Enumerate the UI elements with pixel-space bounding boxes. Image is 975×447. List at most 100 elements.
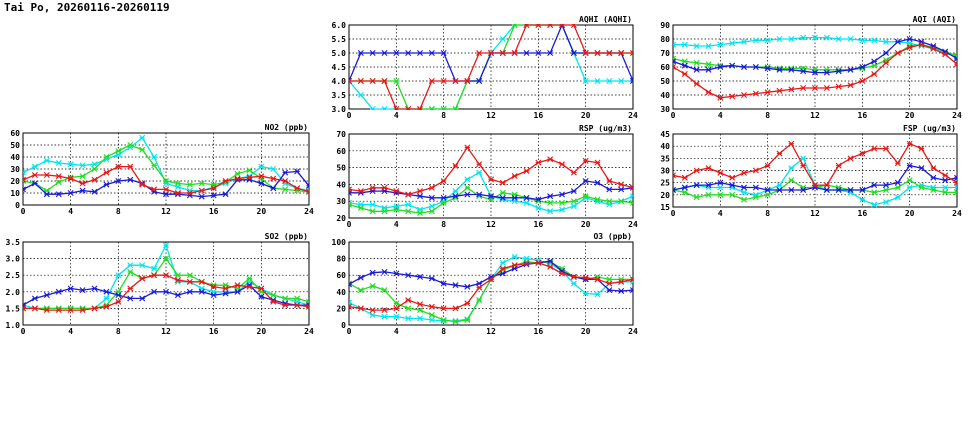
data-point-red [440, 78, 447, 84]
y-tick-label: 70 [336, 130, 346, 139]
data-point-red [349, 303, 352, 310]
data-point-cyan [499, 36, 506, 42]
x-tick-label: 4 [68, 207, 73, 216]
y-tick-label: 1.0 [6, 321, 21, 330]
data-point-cyan [717, 41, 724, 48]
data-point-blue [43, 292, 50, 299]
data-point-red [693, 80, 700, 87]
data-point-red [440, 178, 447, 185]
data-point-blue [618, 186, 625, 193]
data-point-blue [294, 168, 301, 175]
data-point-blue [693, 182, 700, 189]
data-point-cyan [776, 182, 783, 189]
data-point-red [127, 163, 134, 170]
data-point-blue [942, 177, 949, 184]
data-point-blue [764, 186, 771, 193]
x-tick-label: 20 [257, 207, 267, 216]
data-point-red [488, 176, 494, 183]
data-point-red [349, 186, 352, 193]
data-point-cyan [847, 36, 854, 42]
data-point-green [405, 208, 412, 215]
data-point-blue [871, 58, 878, 65]
data-point-red [222, 285, 229, 292]
x-tick-label: 20 [581, 220, 591, 229]
data-point-blue [847, 186, 854, 193]
data-point-green [349, 201, 352, 208]
data-point-blue [894, 38, 901, 45]
data-point-blue [381, 268, 388, 275]
data-point-red [369, 307, 376, 314]
data-point-cyan [258, 163, 265, 170]
chart-title: RSP (ug/m3) [579, 124, 632, 133]
marker-stroke [954, 57, 957, 62]
y-tick-label: 60 [10, 129, 20, 138]
data-point-red [535, 259, 542, 266]
y-tick-label: 30 [336, 197, 346, 206]
data-point-red [693, 167, 700, 174]
series-group [673, 140, 957, 208]
data-point-red [405, 191, 412, 198]
data-point-red [369, 184, 376, 191]
data-point-cyan [582, 290, 589, 297]
data-point-blue [523, 194, 530, 201]
marker-stroke [630, 80, 633, 84]
data-point-green [294, 295, 301, 302]
marker-stroke [954, 55, 957, 60]
data-point-cyan [883, 199, 889, 206]
data-point-red [594, 159, 601, 166]
data-point-green [752, 194, 759, 201]
data-point-red [582, 157, 589, 164]
data-point-blue [630, 78, 633, 84]
data-point-cyan [630, 193, 633, 200]
data-point-blue [103, 288, 110, 295]
data-point-green [606, 198, 613, 205]
y-tick-label: 20 [336, 304, 346, 313]
data-point-blue [883, 50, 889, 56]
data-point-red [847, 82, 854, 89]
data-point-cyan [606, 78, 613, 84]
data-point-red [464, 300, 471, 307]
data-point-green [186, 272, 193, 279]
marker-stroke [630, 184, 633, 189]
data-point-cyan [894, 194, 901, 201]
data-point-green [79, 173, 86, 180]
data-point-red [488, 50, 494, 56]
data-point-cyan [139, 134, 146, 141]
data-point-red [91, 305, 98, 312]
data-point-blue [79, 187, 86, 194]
data-point-red [103, 303, 110, 310]
y-tick-label: 40 [660, 142, 670, 151]
data-point-red [752, 167, 759, 174]
data-point-blue [835, 186, 842, 193]
data-point-cyan [942, 184, 949, 191]
data-point-cyan [717, 184, 724, 191]
data-point-red [393, 305, 400, 312]
marker-stroke [23, 179, 26, 183]
data-point-red [594, 50, 601, 56]
x-tick-label: 12 [486, 327, 496, 336]
marker-stroke [349, 188, 352, 193]
data-point-blue [417, 273, 423, 280]
data-point-cyan [788, 165, 795, 172]
data-point-green [440, 317, 447, 324]
data-point-blue [163, 191, 169, 198]
data-point-blue [440, 280, 447, 287]
data-point-green [452, 318, 459, 325]
data-point-cyan [499, 259, 506, 266]
marker-stroke [954, 189, 957, 194]
data-point-red [570, 24, 577, 28]
data-point-blue [258, 293, 265, 300]
chart-title: O3 (ppb) [593, 232, 632, 241]
data-point-blue [800, 68, 807, 75]
data-point-red [681, 71, 688, 77]
data-point-red [705, 89, 712, 96]
data-point-cyan [776, 36, 783, 42]
y-tick-label: 3.0 [6, 255, 21, 264]
data-point-red [270, 175, 277, 182]
data-point-red [618, 278, 625, 285]
marker-stroke [23, 180, 26, 184]
y-tick-label: 60 [336, 147, 346, 156]
data-point-cyan [871, 37, 878, 44]
data-point-blue [681, 184, 688, 191]
data-point-green [198, 180, 205, 187]
